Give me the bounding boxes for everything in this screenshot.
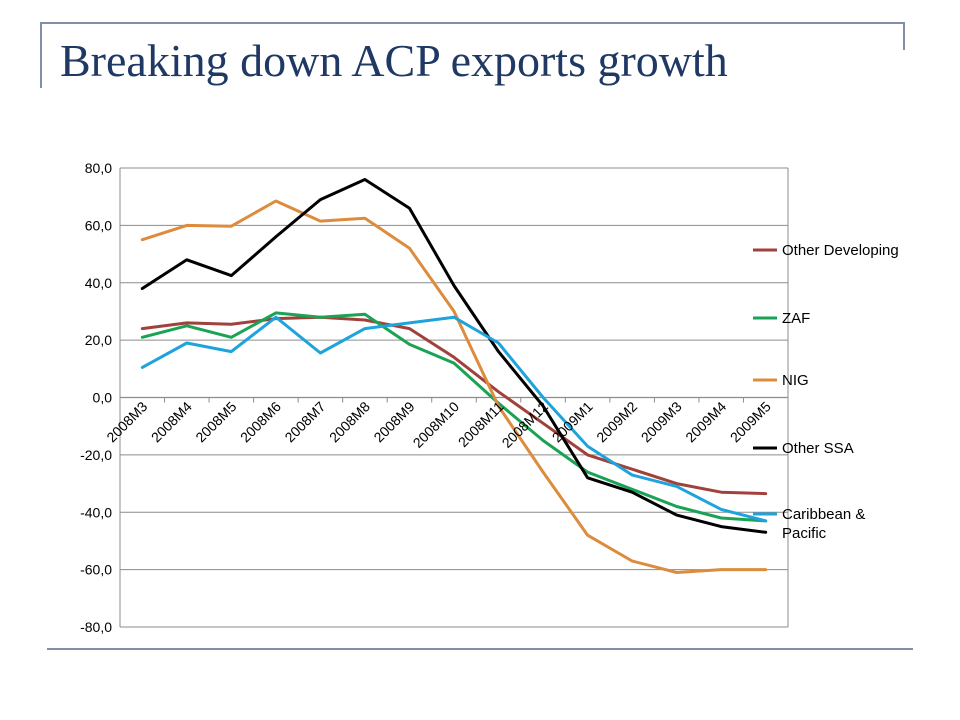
y-tick-label: 60,0	[85, 217, 112, 233]
series-line	[140, 315, 768, 523]
legend-label: NIG	[782, 372, 809, 389]
x-tick-label: 2009M1	[549, 398, 596, 445]
x-tick-label: 2009M3	[638, 398, 685, 445]
x-tick-label: 2008M10	[410, 398, 463, 451]
y-tick-label: -80,0	[80, 619, 112, 635]
slide-title: Breaking down ACP exports growth	[60, 35, 728, 86]
series-line	[140, 199, 768, 574]
y-tick-label: 80,0	[85, 160, 112, 176]
x-tick-label: 2009M4	[682, 398, 729, 445]
x-tick-label: 2008M7	[281, 398, 328, 445]
x-tick-label: 2008M5	[192, 398, 239, 445]
y-tick-label: -60,0	[80, 562, 112, 578]
x-tick-label: 2008M4	[148, 398, 195, 445]
y-tick-label: -20,0	[80, 447, 112, 463]
frame-left-rule	[40, 22, 42, 88]
frame-right-rule	[903, 22, 905, 50]
frame-bottom-rule	[47, 648, 913, 650]
y-tick-label: -40,0	[80, 504, 112, 520]
series-line	[140, 311, 768, 523]
frame-top-rule	[40, 22, 905, 24]
y-tick-label: 20,0	[85, 332, 112, 348]
y-tick-label: 0,0	[93, 390, 113, 406]
series-line	[140, 315, 768, 496]
y-tick-label: 40,0	[85, 275, 112, 291]
x-tick-label: 2009M5	[727, 398, 774, 445]
legend-label: Other Developing	[782, 242, 899, 259]
x-tick-label: 2008M6	[237, 398, 284, 445]
x-tick-label: 2009M2	[593, 398, 640, 445]
series-line	[140, 178, 768, 534]
legend-label: Other SSA	[782, 440, 854, 457]
x-tick-label: 2008M11	[455, 398, 507, 450]
legend-label: Caribbean & Pacific	[782, 506, 865, 542]
legend-label: ZAF	[782, 310, 810, 327]
x-tick-label: 2008M8	[326, 398, 373, 445]
